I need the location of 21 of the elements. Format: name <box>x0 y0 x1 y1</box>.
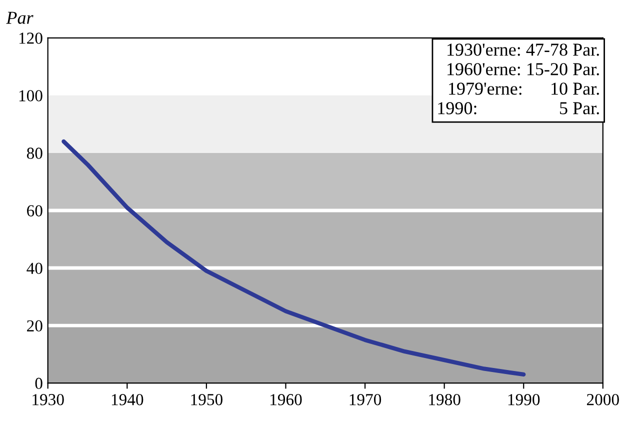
y-tick-label: 0 <box>35 378 42 390</box>
x-tick-label: 1980 <box>429 394 460 406</box>
y-tick-label: 60 <box>27 205 42 216</box>
x-tick-label: 1940 <box>112 394 144 406</box>
line-series <box>62 139 526 377</box>
y-tick-label: 80 <box>26 148 42 159</box>
annotation: 1979'erne: 10 Par. <box>449 82 599 95</box>
x-tick-label: 2000 <box>586 394 619 406</box>
x-tick-label: 1960 <box>270 394 302 406</box>
y-tick-label: 40 <box>26 262 42 274</box>
y-axis-title: Par <box>6 12 34 24</box>
y-tick-label: 20 <box>27 320 42 332</box>
y-tick-label: 120 <box>19 32 42 44</box>
x-tick-label: 1970 <box>350 394 382 406</box>
x-tick-label: 1950 <box>191 394 222 406</box>
annotation: 1990: 5 Par. <box>438 102 599 114</box>
x-tick-label: 1930 <box>32 394 64 406</box>
x-tick-label: 1990 <box>508 394 540 406</box>
annotation: 1930'erne: 47-78 Par. <box>448 44 599 56</box>
y-tick-label: 100 <box>19 90 42 102</box>
annotation: 1960'erne: 15-20 Par. <box>448 63 599 76</box>
